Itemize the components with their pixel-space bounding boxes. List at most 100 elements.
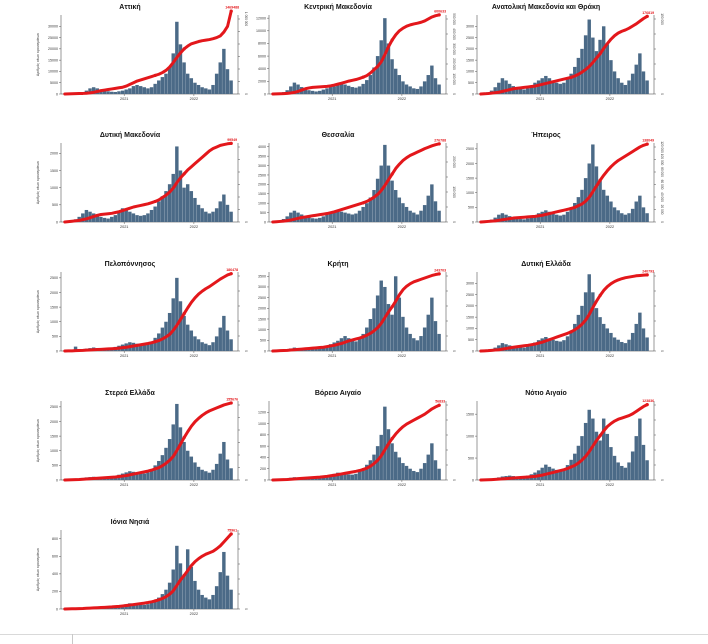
right-tick-label: 0 xyxy=(244,479,248,481)
daily-cases-bar xyxy=(616,339,620,351)
daily-cases-bar xyxy=(609,332,613,351)
daily-cases-bar xyxy=(379,280,383,351)
daily-cases-bar xyxy=(292,210,297,222)
daily-cases-bar xyxy=(325,88,329,94)
daily-cases-bar xyxy=(128,88,132,94)
milestone-marker xyxy=(437,13,441,17)
chart-svg: 0 500 1000 1500 2000 2500 0 20 000 40 000 60 000 8… xyxy=(466,139,664,229)
milestone-marker xyxy=(645,14,649,18)
daily-cases-bar xyxy=(623,84,628,94)
daily-cases-bar xyxy=(229,211,233,222)
daily-cases-bar xyxy=(346,213,351,222)
daily-cases-bar xyxy=(544,210,548,222)
left-tick-label: 15000 xyxy=(48,58,58,62)
milestone-marker xyxy=(390,305,394,309)
daily-cases-bar xyxy=(515,346,519,351)
daily-cases-bar xyxy=(587,163,591,222)
left-tick-label: 2000 xyxy=(258,183,266,187)
left-tick-label: 2500 xyxy=(50,405,58,409)
daily-cases-bar xyxy=(343,84,347,94)
daily-cases-bar xyxy=(426,314,430,351)
daily-cases-bar xyxy=(583,422,588,480)
daily-cases-bar xyxy=(580,305,584,351)
daily-cases-bar xyxy=(307,90,311,94)
daily-cases-bar xyxy=(354,341,358,351)
left-tick-label: 1000 xyxy=(50,320,58,324)
x-tick-label: 2022 xyxy=(190,612,198,616)
milestone-marker xyxy=(390,38,394,42)
left-tick-label: 400 xyxy=(260,456,266,460)
daily-cases-bar xyxy=(401,203,405,222)
left-tick-label: 1000 xyxy=(50,449,58,453)
daily-cases-bar xyxy=(365,203,369,222)
left-tick-label: 0 xyxy=(472,92,474,96)
daily-cases-bar xyxy=(547,338,552,351)
daily-cases-bar xyxy=(522,347,526,351)
x-tick-label: 2021 xyxy=(120,483,128,487)
left-tick-label: 1500 xyxy=(258,317,266,321)
right-tick-label: 0 xyxy=(660,350,664,352)
daily-cases-bar xyxy=(120,90,125,94)
right-tick-label: 80 000 xyxy=(660,167,664,177)
x-tick-label: 2022 xyxy=(398,354,406,358)
cumulative-cases-line xyxy=(271,272,441,353)
daily-cases-bar xyxy=(204,88,208,94)
milestone-marker xyxy=(598,293,602,297)
daily-cases-bar xyxy=(372,190,376,222)
left-tick-label: 3000 xyxy=(466,282,474,286)
daily-cases-bar xyxy=(415,472,420,480)
daily-cases-bar xyxy=(408,86,412,94)
daily-cases-bar xyxy=(404,206,409,222)
daily-cases-bar xyxy=(386,165,391,222)
milestone-label: 1469488 xyxy=(225,6,239,10)
daily-cases-bar xyxy=(182,315,186,351)
daily-cases-bar xyxy=(218,62,222,94)
daily-cases-bar xyxy=(433,78,438,94)
right-tick-label: 40 000 xyxy=(660,192,664,202)
milestone-label: 243703 xyxy=(434,268,446,272)
daily-cases-bar xyxy=(612,455,617,480)
daily-cases-bar xyxy=(612,207,617,222)
daily-cases-bar xyxy=(99,216,103,222)
chart-panel: Στερεά Ελλάδα 0 500 1000 1500 2000 2500 0 Αριθμό… xyxy=(30,386,262,514)
chart-svg: 0 500 1000 1500 2000 2500 3000 0 150 000 2021 2022… xyxy=(466,11,664,101)
milestone-marker xyxy=(229,532,233,536)
milestone-marker xyxy=(361,75,365,79)
daily-cases-bar xyxy=(609,201,613,222)
right-tick-label: 0 xyxy=(452,93,456,95)
daily-cases-bar xyxy=(175,277,179,351)
daily-cases-bar xyxy=(95,215,99,222)
chart-svg: 0 2000 4000 6000 8000 10000 12000 0 100 000 200 0… xyxy=(256,9,456,101)
left-tick-label: 2000 xyxy=(258,307,266,311)
daily-cases-bar xyxy=(214,336,219,351)
right-tick-label: 400 000 xyxy=(452,28,456,40)
daily-cases-bar xyxy=(605,44,610,94)
chart-svg: 0 200 400 600 800 1000 1200 0 2021 2022 56833 xyxy=(258,400,456,487)
daily-cases-bar xyxy=(620,341,624,351)
right-tick-label: 0 xyxy=(244,350,248,352)
daily-cases-bar xyxy=(518,88,523,94)
daily-cases-bar xyxy=(142,87,147,94)
daily-cases-bar xyxy=(196,589,201,609)
daily-cases-bar xyxy=(189,456,194,480)
daily-cases-bar xyxy=(422,81,427,94)
daily-cases-bar xyxy=(153,600,157,609)
left-tick-label: 500 xyxy=(52,464,58,468)
x-tick-label: 2021 xyxy=(328,354,336,358)
daily-cases-bar xyxy=(343,212,347,222)
daily-cases-bar xyxy=(601,26,606,95)
daily-cases-bar xyxy=(321,216,326,222)
milestone-marker xyxy=(569,206,573,211)
x-tick-label: 2022 xyxy=(398,97,406,101)
x-tick-label: 2022 xyxy=(190,225,198,229)
daily-cases-bar xyxy=(207,213,212,222)
left-tick-label: 2000 xyxy=(466,304,474,308)
daily-cases-bar xyxy=(211,211,215,222)
milestone-marker xyxy=(645,403,649,407)
left-tick-label: 1000 xyxy=(258,422,266,426)
daily-cases-bar xyxy=(419,468,423,480)
left-tick-label: 1500 xyxy=(466,412,474,416)
daily-cases-bar xyxy=(415,88,420,94)
milestone-marker xyxy=(182,172,186,176)
right-tick-label: 0 xyxy=(244,608,248,610)
